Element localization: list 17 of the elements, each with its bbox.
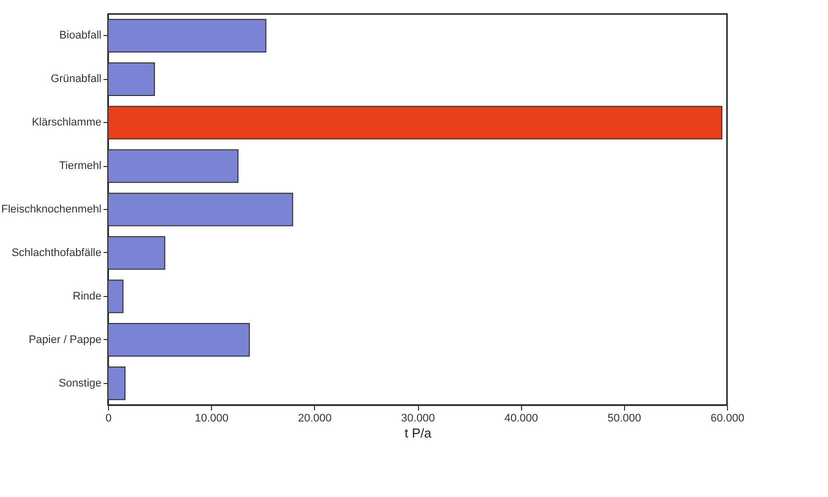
x-tick-label: 30.000 [401,412,435,424]
y-tick-label: Fleischknochenmehl [1,204,102,216]
y-tick-label: Bioabfall [59,30,102,42]
x-tick-label: 20.000 [298,412,332,424]
y-tick-label: Sonstige [58,377,102,390]
y-tick-label: Schlachthofabfälle [12,246,102,259]
y-tick-label: Papier / Pappe [28,334,102,346]
y-tick-label: Klärschlamme [32,116,102,129]
x-tick-label: 0 [105,412,112,424]
x-axis-title: t P/a [404,426,432,440]
x-tick-label: 10.000 [194,412,228,424]
x-tick-label: 40.000 [504,412,538,424]
x-tick-label: 50.000 [608,412,642,424]
x-tick-label: 60.000 [710,412,744,424]
y-tick-label: Tiermehl [59,160,102,172]
y-tick-label: Grünabfall [50,73,102,86]
y-tick-label: Rinde [72,290,102,302]
